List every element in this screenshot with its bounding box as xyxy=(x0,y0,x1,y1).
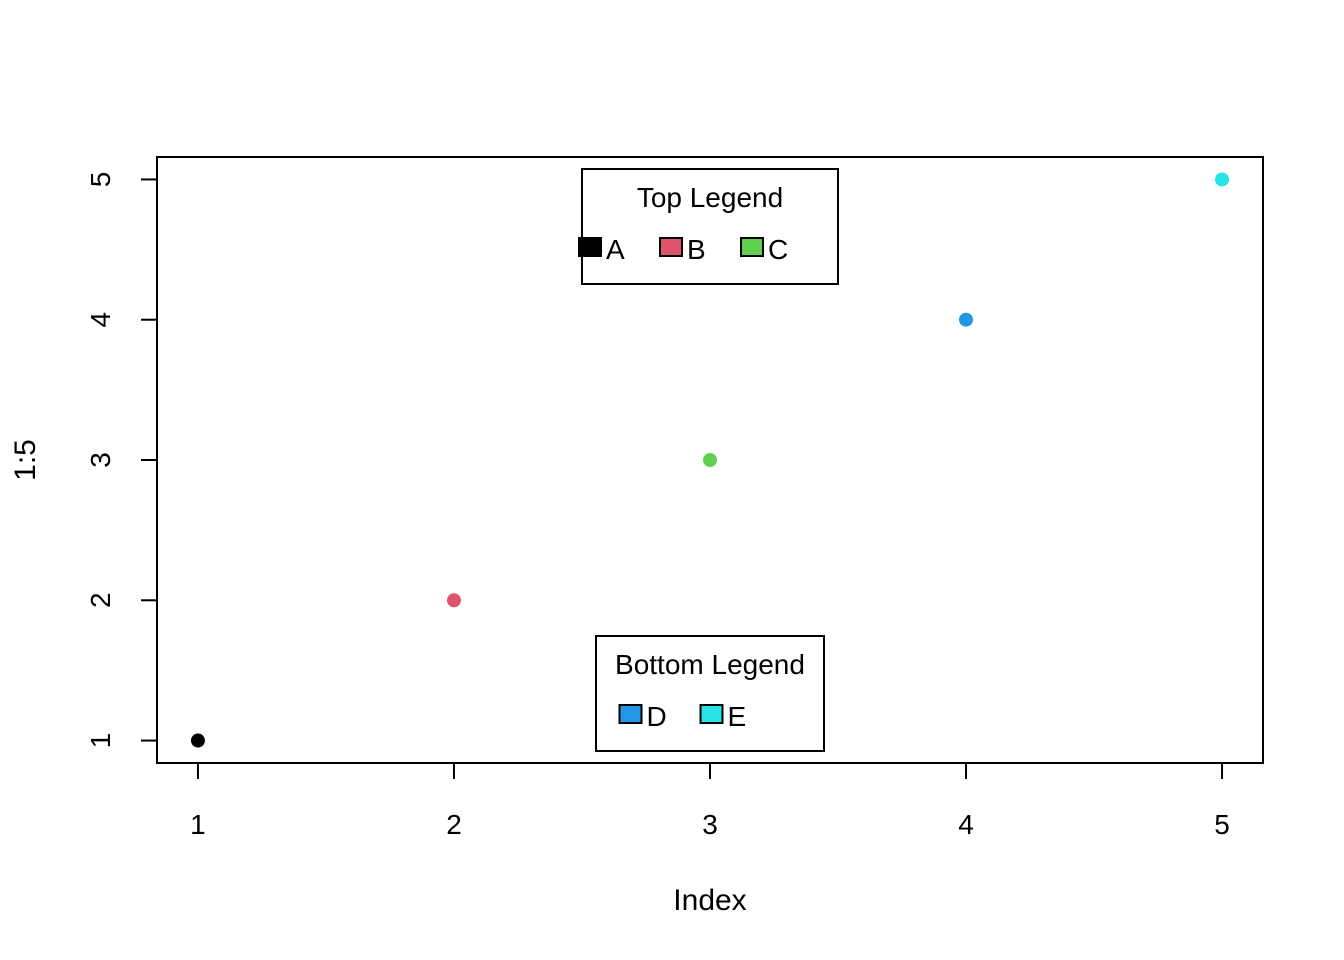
y-tick-label: 4 xyxy=(85,312,116,328)
legend-bottom: Bottom Legend D E xyxy=(595,635,825,752)
x-axis: 1 2 3 4 5 xyxy=(190,762,1230,840)
legend-swatch xyxy=(618,704,643,724)
x-axis-title: Index xyxy=(673,884,746,917)
x-tick-label: 4 xyxy=(958,809,974,840)
legend-label: B xyxy=(687,234,706,265)
legends: Top Legend A B C Bottom Legend D E xyxy=(578,168,839,752)
y-tick-label: 5 xyxy=(85,172,116,188)
legend-swatch xyxy=(699,704,724,724)
data-points xyxy=(190,172,1230,748)
x-tick-label: 3 xyxy=(702,809,718,840)
legend-title: Bottom Legend xyxy=(615,649,805,680)
legend-swatch xyxy=(740,237,764,257)
legend-box xyxy=(581,168,839,285)
legend-title: Top Legend xyxy=(637,182,783,213)
legend-swatch xyxy=(659,237,683,257)
legend-label: A xyxy=(606,234,625,265)
legend-label: D xyxy=(647,701,667,732)
y-tick-label: 3 xyxy=(85,452,116,468)
legend-top: Top Legend A B C xyxy=(578,168,839,285)
legend-label: C xyxy=(768,234,788,265)
x-tick-label: 5 xyxy=(1214,809,1230,840)
y-tick-label: 1 xyxy=(85,733,116,749)
legend-swatch xyxy=(578,237,602,257)
y-axis-title: 1:5 xyxy=(9,439,42,481)
data-point xyxy=(1215,172,1230,187)
legend-box xyxy=(595,635,825,752)
y-tick-label: 2 xyxy=(85,592,116,608)
data-point xyxy=(703,453,717,467)
y-axis: 1 2 3 4 5 xyxy=(85,172,158,749)
data-point xyxy=(190,733,205,748)
legend-label: E xyxy=(728,701,747,732)
x-tick-label: 1 xyxy=(190,809,206,840)
x-tick-label: 2 xyxy=(446,809,462,840)
data-point xyxy=(959,312,974,327)
data-point xyxy=(446,593,461,608)
